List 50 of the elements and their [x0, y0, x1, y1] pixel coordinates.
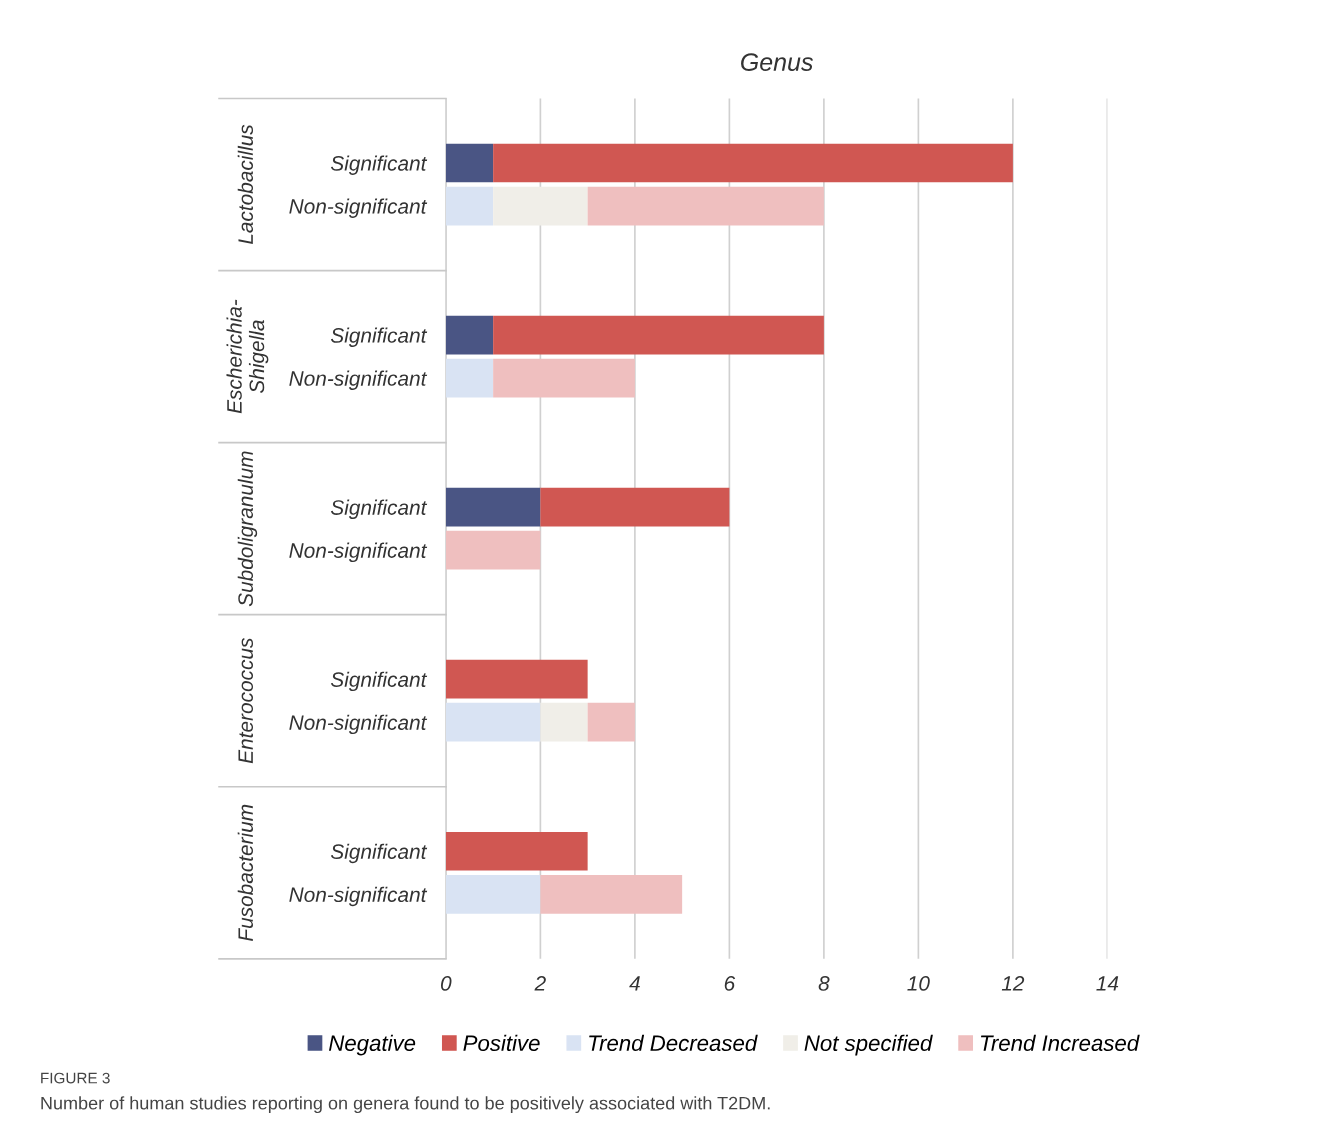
bar: [445, 315, 494, 355]
text: Number of human studies reporting on genera found to be positively associated with T2DM.: [41, 1096, 770, 1114]
text: Lactobacillus: [237, 124, 254, 245]
x-tick-label: 8: [818, 976, 830, 991]
caption: FIGURE 3: [41, 1072, 110, 1084]
legend-label: Not specified: [804, 1034, 933, 1056]
x-tick-label: 14: [1096, 976, 1119, 991]
text: Enterococcus: [238, 638, 254, 764]
y-tick-label: Non-significant: [289, 370, 428, 390]
y-tick-label: Non-significant: [289, 886, 428, 907]
y-tick-label: Significant: [330, 327, 428, 347]
chart-title: Genus: [741, 53, 813, 71]
bar: [445, 659, 588, 699]
text: Escherichia- Shigella: [226, 299, 269, 414]
bar: [445, 143, 494, 183]
x-tick-label: 4: [629, 976, 640, 991]
bar: [540, 702, 588, 742]
bar: [445, 186, 494, 226]
legend-label: Trend Decreased: [589, 1034, 758, 1052]
y-tick-label: Significant: [330, 499, 428, 520]
y-tick-label: Non-significant: [289, 542, 428, 563]
y-tick-label: Significant: [330, 843, 428, 864]
bar: [587, 186, 824, 226]
legend-label: Trend Increased: [980, 1034, 1140, 1052]
y-tick-label: Significant: [330, 671, 428, 692]
x-tick-label: 6: [724, 976, 736, 991]
bar: [445, 831, 588, 871]
bar: [493, 315, 824, 355]
text: Fusobacterium: [237, 804, 254, 942]
x-tick-label: 0: [441, 976, 452, 991]
bar: [493, 143, 1013, 183]
bar: [445, 874, 541, 914]
legend-label: Positive: [463, 1034, 540, 1052]
y-tick-label: Significant: [330, 155, 428, 175]
y-tick-label: Non-significant: [289, 198, 428, 218]
bar: [445, 530, 541, 570]
y-tick-label: Non-significant: [289, 714, 428, 735]
bar: [493, 358, 635, 398]
bar: [540, 487, 730, 527]
legend-label: Negative: [328, 1034, 416, 1056]
x-tick-label: 10: [907, 976, 930, 991]
bar: [587, 702, 635, 742]
text: Subdoligranulum: [237, 451, 258, 607]
bar: [445, 358, 494, 398]
bar: [445, 487, 541, 527]
x-tick-label: 12: [1001, 976, 1025, 991]
bar: [493, 186, 588, 226]
bar: [445, 702, 541, 742]
x-tick-label: 2: [534, 976, 546, 991]
bar: [540, 874, 683, 914]
